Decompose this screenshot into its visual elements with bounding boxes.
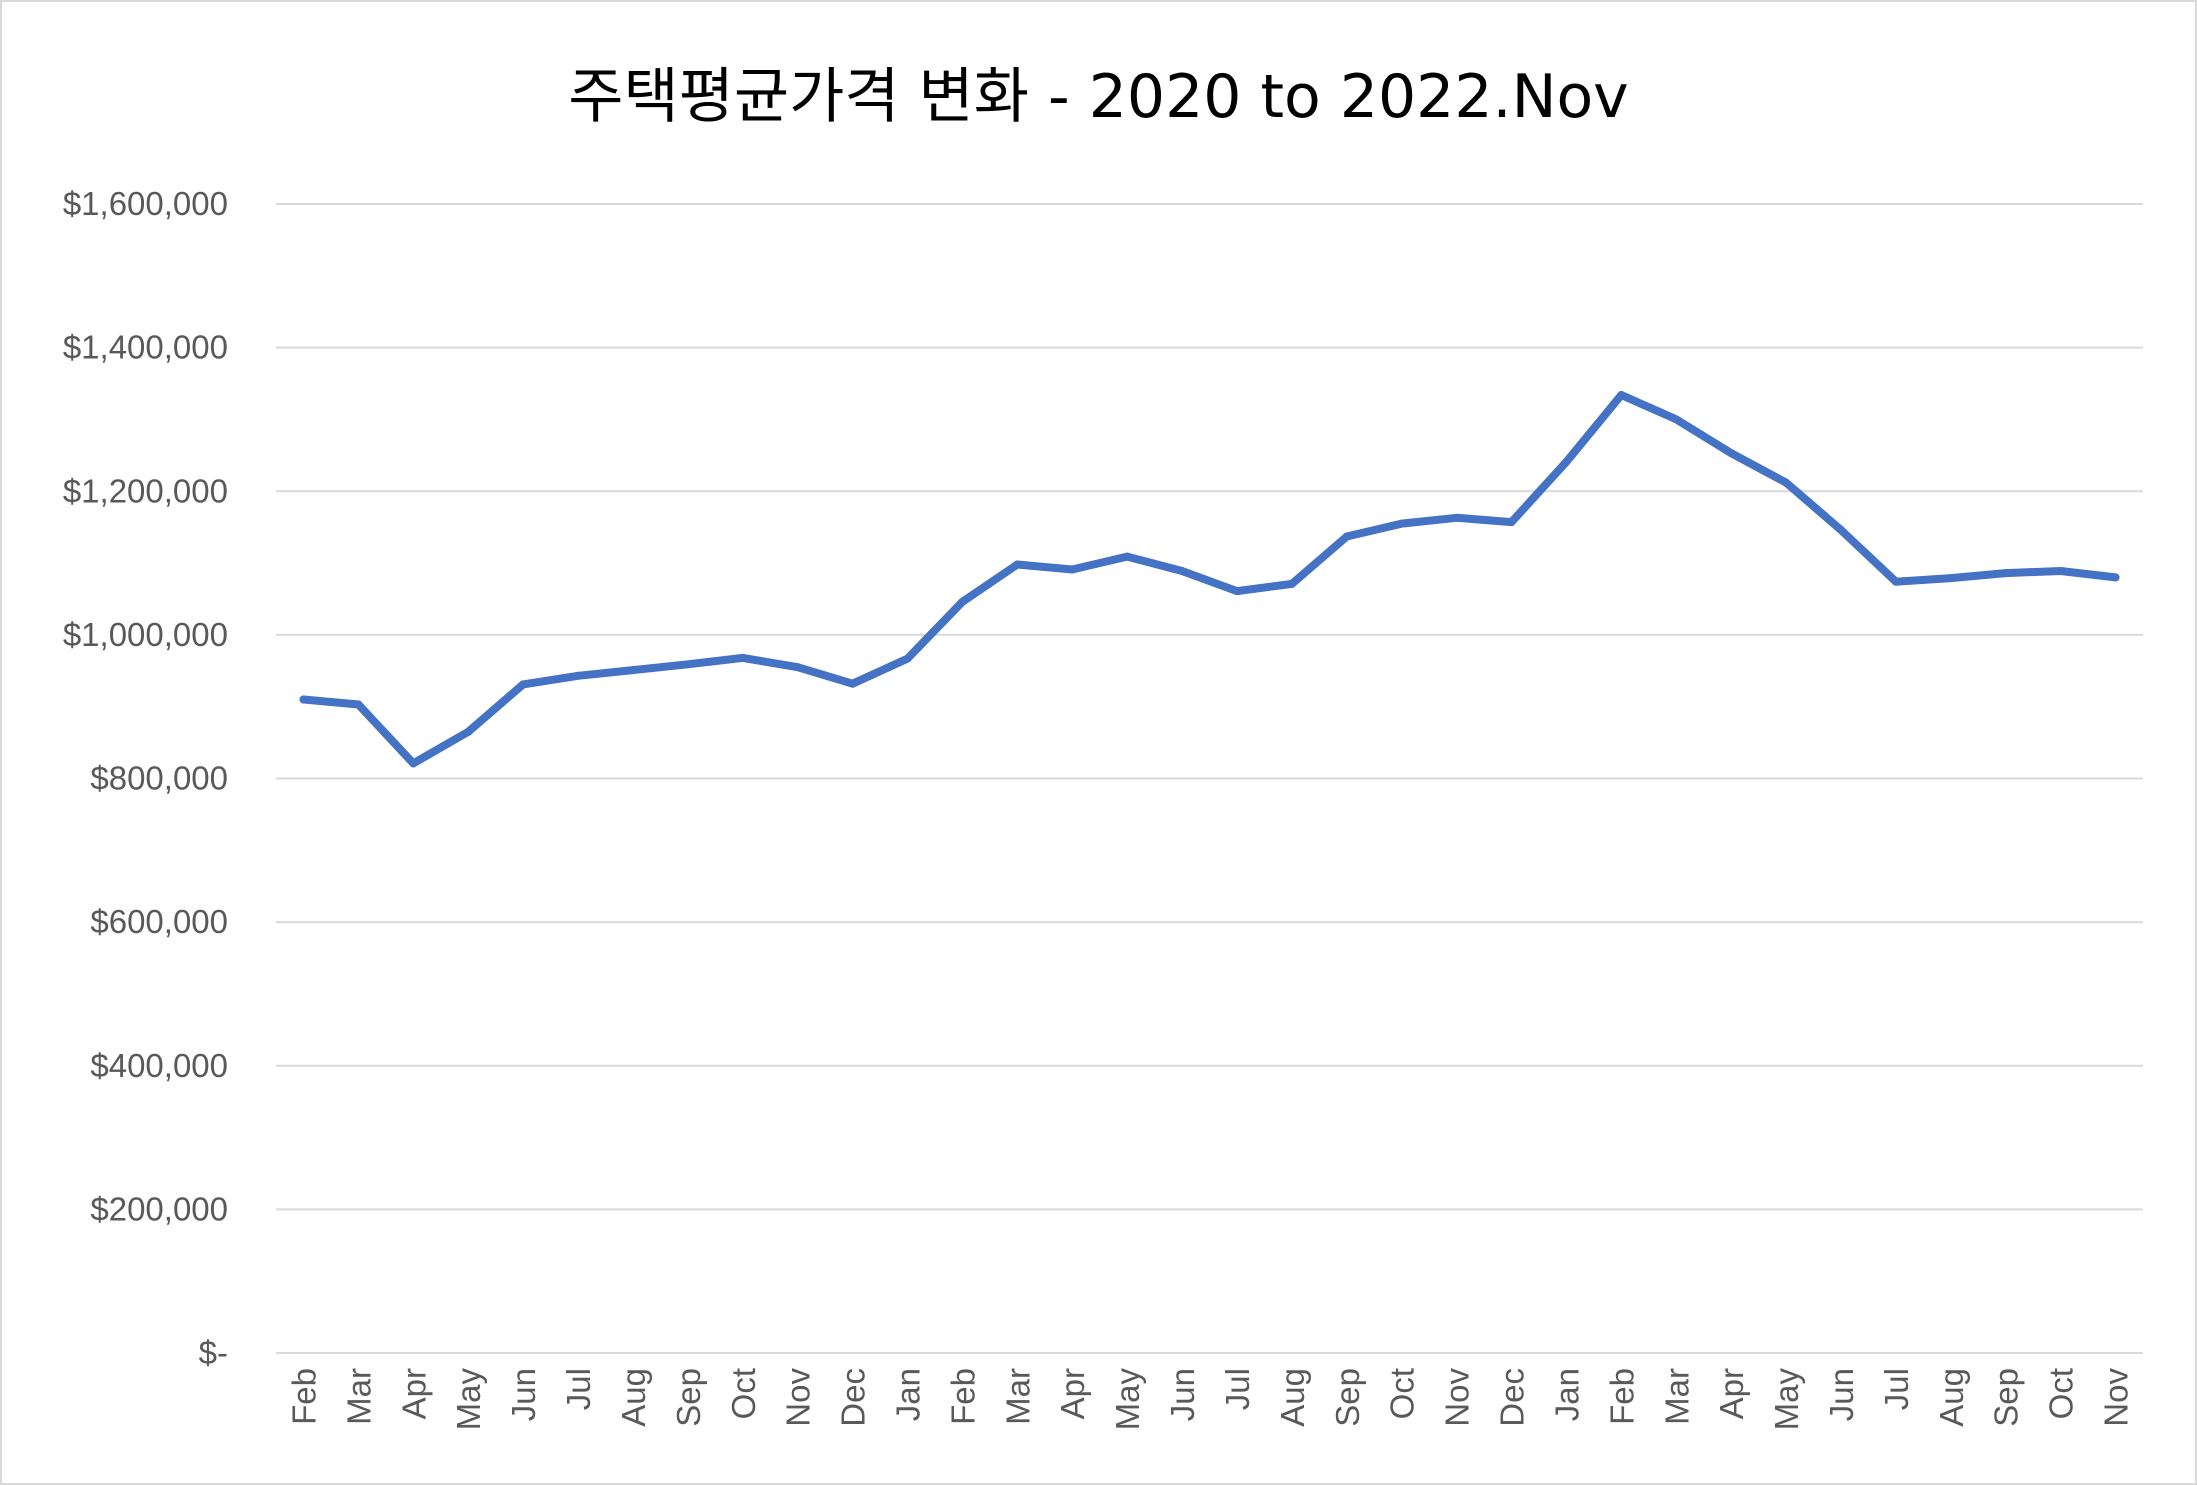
- data-point: [409, 759, 418, 768]
- x-tick-label: Jul: [1219, 1368, 1256, 1410]
- x-tick-label: Jul: [1878, 1368, 1915, 1410]
- gridlines: [276, 203, 2143, 1354]
- data-point: [519, 680, 528, 689]
- y-tick-label: $800,000: [90, 760, 228, 797]
- x-tick-label: Sep: [1988, 1368, 2025, 1427]
- data-point: [1672, 415, 1681, 424]
- chart-title: 주택평균가격 변화 - 2020 to 2022.Nov: [568, 62, 1629, 132]
- x-tick-label: Aug: [615, 1368, 652, 1427]
- x-tick-label: Feb: [1603, 1368, 1640, 1425]
- data-point: [1123, 552, 1132, 561]
- x-tick-label: Mar: [340, 1368, 377, 1425]
- x-tick-label: May: [450, 1368, 487, 1431]
- data-point: [628, 666, 637, 675]
- x-tick-label: Oct: [725, 1368, 762, 1419]
- data-point: [1836, 526, 1845, 535]
- x-tick-label: Mar: [1658, 1368, 1695, 1425]
- series-layer: [299, 391, 2120, 768]
- data-point: [1452, 513, 1461, 522]
- x-tick-label: Oct: [2043, 1368, 2080, 1419]
- x-tick-label: Jan: [889, 1368, 926, 1421]
- x-tick-label: Jun: [1164, 1368, 1201, 1421]
- data-point: [2056, 566, 2065, 575]
- x-tick-label: Nov: [780, 1368, 817, 1427]
- data-point: [1727, 449, 1736, 458]
- data-point: [793, 663, 802, 672]
- x-tick-label: Jan: [1548, 1368, 1585, 1421]
- data-point: [903, 654, 912, 663]
- series-line: [299, 391, 2120, 768]
- data-point: [1562, 457, 1571, 466]
- data-point: [958, 597, 967, 606]
- data-point: [848, 679, 857, 688]
- y-tick-label: $600,000: [90, 903, 228, 940]
- x-tick-label: Feb: [944, 1368, 981, 1425]
- data-point: [1342, 532, 1351, 541]
- y-tick-label: $1,400,000: [63, 329, 228, 366]
- data-point: [1232, 587, 1241, 596]
- x-tick-label: Apr: [1054, 1368, 1091, 1419]
- data-point: [1946, 574, 1955, 583]
- y-tick-label: $1,600,000: [63, 185, 228, 222]
- data-point: [464, 727, 473, 736]
- x-tick-label: Nov: [1439, 1368, 1476, 1427]
- data-point: [1178, 566, 1187, 575]
- y-tick-label: $1,200,000: [63, 472, 228, 509]
- data-point: [1891, 577, 1900, 586]
- x-tick-label: Sep: [670, 1368, 707, 1427]
- data-point: [299, 695, 308, 704]
- y-axis: $- $200,000 $400,000 $600,000 $800,000 $1,000…: [63, 185, 228, 1371]
- x-tick-label: Mar: [999, 1368, 1036, 1425]
- x-tick-label: Jul: [560, 1368, 597, 1410]
- data-point: [574, 671, 583, 680]
- data-point: [354, 700, 363, 709]
- y-tick-label: $1,000,000: [63, 616, 228, 653]
- data-point: [1068, 565, 1077, 574]
- x-tick-label: Nov: [2098, 1368, 2135, 1427]
- data-point: [683, 660, 692, 669]
- x-tick-label: Apr: [1713, 1368, 1750, 1419]
- x-tick-label: Jun: [1823, 1368, 1860, 1421]
- x-tick-label: Jun: [505, 1368, 542, 1421]
- y-tick-label: $-: [199, 1334, 228, 1371]
- x-tick-label: Aug: [1274, 1368, 1311, 1427]
- x-tick-label: Aug: [1933, 1368, 1970, 1427]
- data-point: [2111, 573, 2120, 582]
- x-tick-label: May: [1768, 1368, 1805, 1431]
- data-point: [1287, 579, 1296, 588]
- x-tick-label: Feb: [285, 1368, 322, 1425]
- y-tick-label: $400,000: [90, 1047, 228, 1084]
- x-tick-label: May: [1109, 1368, 1146, 1431]
- y-tick-label: $200,000: [90, 1190, 228, 1227]
- x-tick-label: Oct: [1384, 1368, 1421, 1419]
- data-point: [1013, 560, 1022, 569]
- x-tick-label: Dec: [1494, 1368, 1531, 1427]
- x-tick-label: Dec: [835, 1368, 872, 1427]
- data-point: [1507, 518, 1516, 527]
- x-tick-label: Sep: [1329, 1368, 1366, 1427]
- x-axis: Feb Mar Apr May Jun Jul Aug Sep Oct Nov Dec Jan Feb M…: [285, 1368, 2134, 1431]
- data-point: [2001, 569, 2010, 578]
- data-point: [1397, 519, 1406, 528]
- data-point: [1617, 391, 1626, 400]
- data-point: [738, 653, 747, 662]
- x-tick-label: Apr: [395, 1368, 432, 1419]
- data-point: [1782, 478, 1791, 487]
